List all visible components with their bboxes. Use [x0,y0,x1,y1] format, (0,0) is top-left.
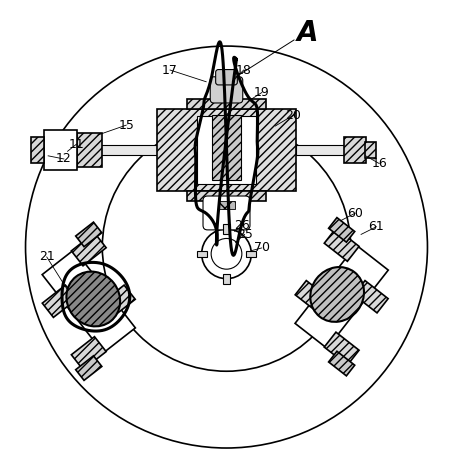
Bar [156,109,297,191]
Bar [246,251,256,257]
Text: 60: 60 [347,207,363,219]
Bar [42,285,77,318]
Bar [328,218,355,242]
Text: 70: 70 [254,241,270,255]
Ellipse shape [67,272,120,326]
Text: 11: 11 [69,138,84,150]
Bar [344,137,366,163]
FancyBboxPatch shape [216,70,237,85]
Bar [76,356,102,380]
Bar [297,144,353,156]
Text: 25: 25 [236,228,252,241]
Bar [197,116,256,184]
Text: 16: 16 [371,157,387,170]
Bar [218,200,235,209]
FancyBboxPatch shape [203,196,250,230]
Bar [43,130,77,170]
Bar [324,228,359,262]
Text: 26: 26 [235,219,250,232]
Text: 19: 19 [254,86,270,99]
Text: 61: 61 [369,220,384,233]
Bar [187,99,266,109]
Bar [223,274,230,283]
Text: 18: 18 [236,64,251,77]
Bar [101,285,135,318]
Text: A: A [297,19,318,47]
Bar [354,281,388,313]
Bar [365,142,376,158]
Bar [100,144,156,156]
Ellipse shape [310,267,364,322]
FancyBboxPatch shape [210,77,243,103]
Text: 20: 20 [285,109,301,122]
Bar [197,251,207,257]
Bar [72,337,106,370]
Bar [76,222,102,247]
Bar [31,137,44,163]
Text: 17: 17 [162,64,178,77]
Bar [72,233,106,266]
Text: 15: 15 [118,119,134,132]
Bar [295,281,329,313]
Bar [223,224,230,234]
Bar [295,245,388,348]
Bar [187,191,266,200]
Bar [324,332,359,365]
Text: 12: 12 [56,153,72,165]
Bar [77,133,102,167]
Bar [212,115,241,180]
Bar [42,249,135,353]
Bar [328,351,355,376]
Text: 21: 21 [39,250,55,263]
